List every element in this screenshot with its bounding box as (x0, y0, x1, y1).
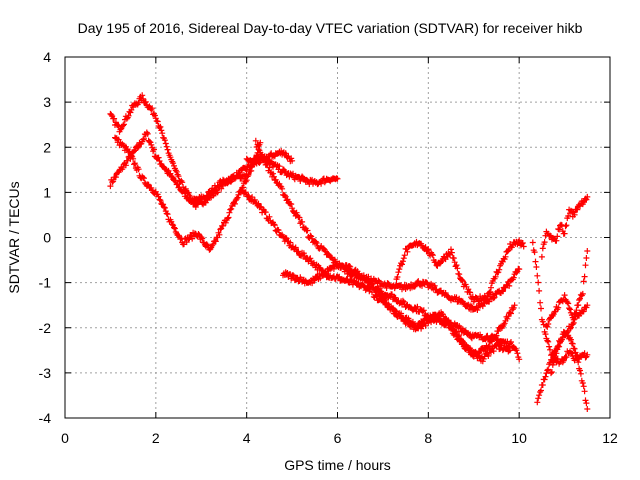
x-tick-label: 12 (602, 430, 618, 446)
series-track-13 (543, 248, 591, 330)
data-points (370, 292, 514, 365)
x-tick-label: 10 (511, 430, 527, 446)
series-track-3 (112, 134, 264, 253)
series-track-2 (107, 92, 250, 207)
series-track-12 (538, 193, 591, 260)
x-tick-label: 6 (334, 430, 342, 446)
series-track-8 (393, 237, 527, 305)
y-tick-label: -3 (39, 365, 52, 381)
data-points (112, 134, 264, 253)
x-tick-label: 8 (424, 430, 432, 446)
y-tick-label: 1 (43, 184, 51, 200)
x-tick-label: 0 (61, 430, 69, 446)
y-axis-label: SDTVAR / TECUs (6, 181, 22, 293)
series-track-10 (529, 239, 591, 367)
data-points (529, 239, 591, 367)
x-tick-label: 2 (152, 430, 160, 446)
chart-title: Day 195 of 2016, Sidereal Day-to-day VTE… (78, 20, 583, 36)
y-tick-label: -4 (39, 410, 52, 426)
y-tick-label: -2 (39, 320, 52, 336)
series-track-14 (548, 302, 591, 377)
series-track-9 (370, 292, 514, 365)
x-axis-label: GPS time / hours (284, 457, 391, 473)
y-tick-label: -1 (39, 275, 52, 291)
data-points (393, 237, 527, 305)
data-marks (107, 92, 591, 412)
y-tick-label: 0 (43, 230, 51, 246)
x-tick-label: 4 (243, 430, 251, 446)
data-points (543, 248, 591, 330)
y-tick-label: 2 (43, 139, 51, 155)
data-points (548, 302, 591, 377)
y-tick-label: 3 (43, 94, 51, 110)
data-points (538, 193, 591, 260)
y-tick-label: 4 (43, 49, 51, 65)
data-points (107, 92, 250, 207)
